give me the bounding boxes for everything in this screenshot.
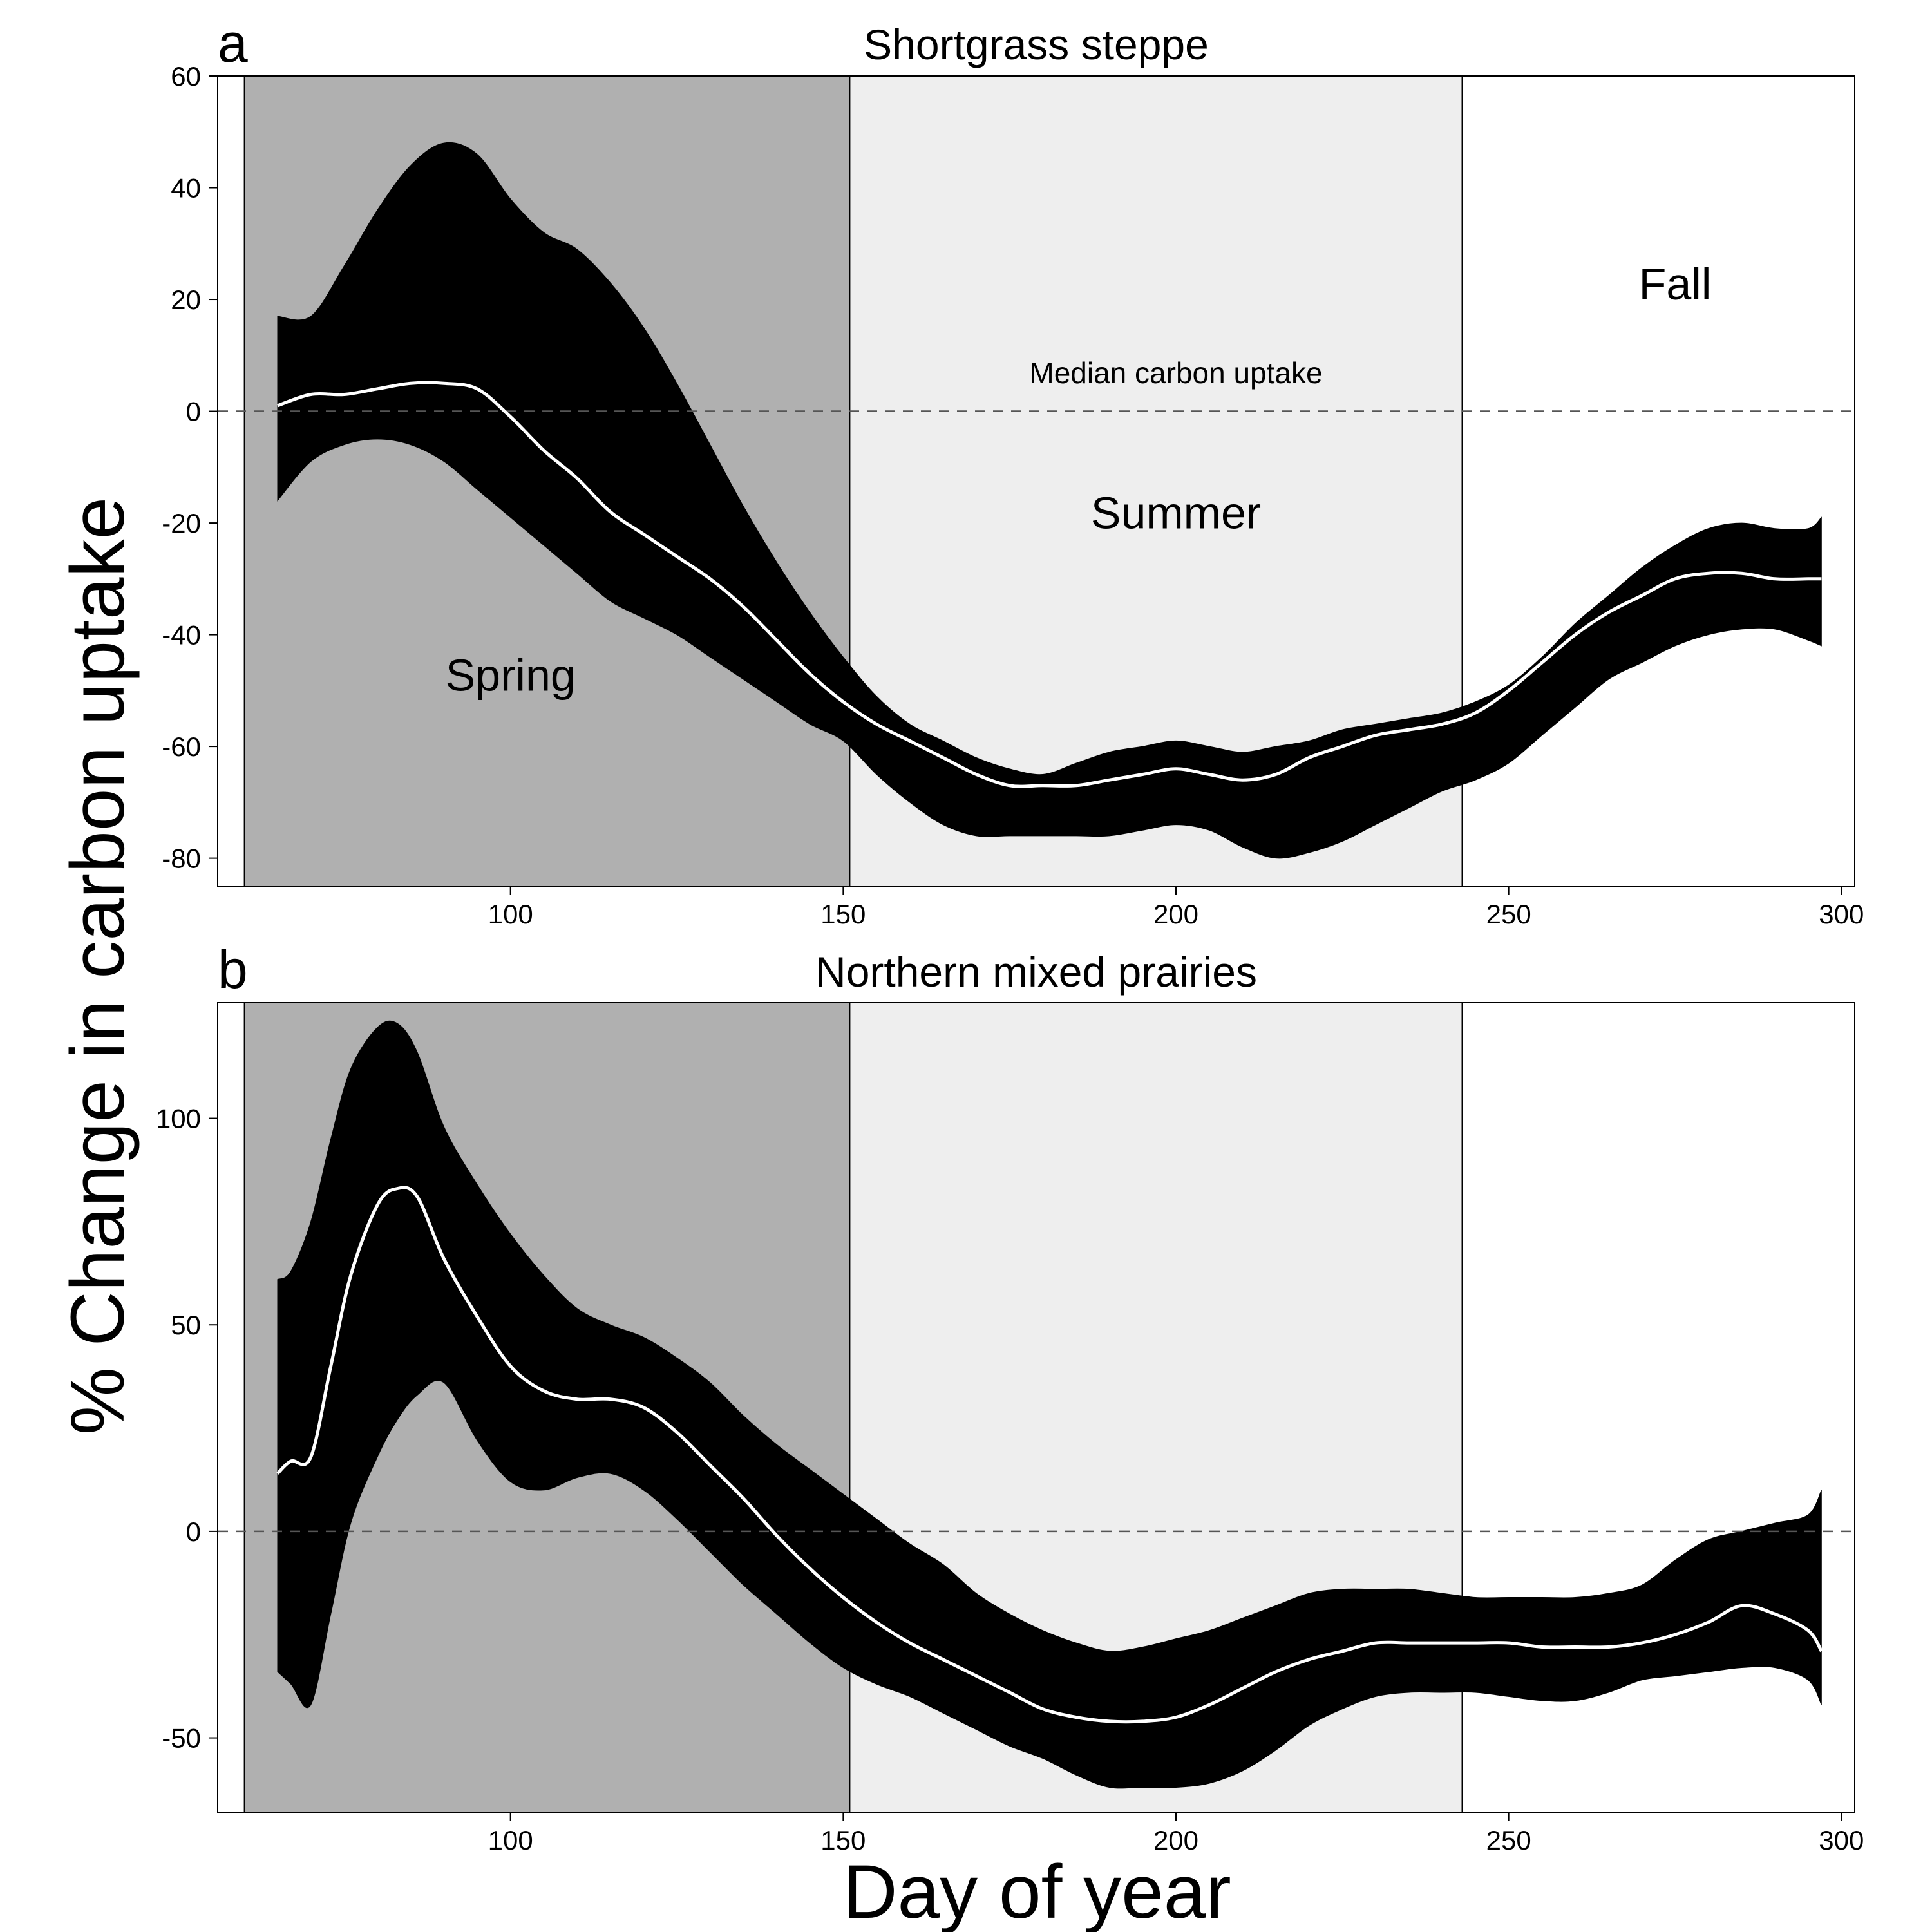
y-tick-label: 50	[171, 1310, 201, 1340]
panel-b: 100 50 0 -50 100 150 200 250 300 b Northern mixed …	[156, 939, 1864, 1855]
panel-letter: b	[218, 939, 248, 999]
y-tick-label: 20	[171, 285, 201, 315]
y-tick-label: -80	[162, 844, 201, 874]
y-tick-label: -50	[162, 1723, 201, 1754]
median-annotation: Median carbon uptake	[1029, 356, 1322, 390]
x-tick-label: 250	[1486, 899, 1531, 929]
y-tick-label: 40	[171, 173, 201, 204]
median-line	[276, 1186, 1823, 1724]
y-tick-label: -40	[162, 620, 201, 650]
panel-letter: a	[218, 13, 248, 73]
median-line	[277, 381, 1822, 788]
y-tick-label: 0	[186, 397, 201, 427]
x-tick-label: 100	[488, 899, 533, 929]
x-axis-title: Day of year	[842, 1850, 1231, 1932]
season-label-fall: Fall	[1639, 259, 1712, 309]
x-tick-label: 200	[1153, 1825, 1198, 1855]
x-tick-label: 150	[820, 1825, 866, 1855]
season-band-fall	[1461, 75, 1855, 887]
x-tick-label: 300	[1819, 899, 1864, 929]
y-tick-label: -20	[162, 508, 201, 538]
season-label-summer: Summer	[1091, 488, 1261, 538]
x-tick-label: 200	[1153, 899, 1198, 929]
y-axis-title: % Change in carbon uptake	[55, 497, 140, 1435]
panel-title: Shortgrass steppe	[864, 21, 1209, 68]
y-tick-label: -60	[162, 732, 201, 762]
y-tick-label: 100	[156, 1104, 201, 1134]
season-label-spring: Spring	[445, 650, 575, 700]
x-tick-label: 150	[820, 899, 866, 929]
plot-frame	[217, 1002, 1855, 1813]
x-tick-label: 250	[1486, 1825, 1531, 1855]
x-tick-label: 300	[1819, 1825, 1864, 1855]
plot-frame	[217, 75, 1855, 887]
y-tick-label: 0	[186, 1517, 201, 1547]
x-tick-label: 100	[488, 1825, 533, 1855]
panel-title: Northern mixed prairies	[815, 948, 1257, 996]
confidence-band	[277, 142, 1822, 859]
y-tick-label: 60	[171, 61, 201, 91]
